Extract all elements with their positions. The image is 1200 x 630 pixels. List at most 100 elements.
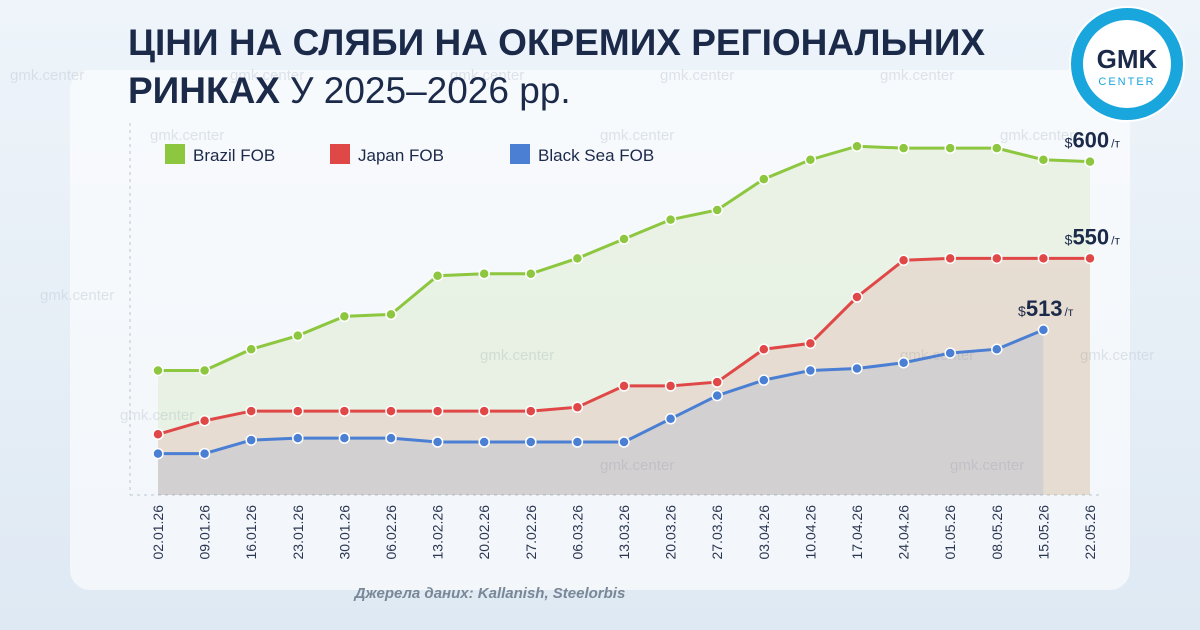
watermark: gmk.center [1080,347,1154,364]
legend-label: Brazil FOB [193,146,275,165]
title-line2: РИНКАХ У 2025–2026 рр. [128,70,571,111]
point [944,347,956,359]
point [525,436,537,448]
point [478,405,490,417]
x-tick-label: 01.05.26 [942,505,958,560]
point [525,268,537,280]
point [431,405,444,417]
title-line1: ЦІНИ НА СЛЯБИ НА ОКРЕМИХ РЕГІОНАЛЬНИХ [128,22,985,63]
x-tick-label: 17.04.26 [849,505,865,560]
point [618,380,630,392]
x-tick-label: 27.02.26 [523,505,539,560]
point [618,233,630,245]
x-tick-label: 20.03.26 [663,505,679,560]
x-tick-label: 23.01.26 [290,505,306,560]
legend-label: Black Sea FOB [538,146,654,165]
point [152,428,164,441]
point [571,401,584,413]
watermark: gmk.center [120,407,194,424]
x-tick-label: 30.01.26 [336,505,352,560]
logo-ring [1071,8,1183,120]
watermark: gmk.center [1000,127,1074,144]
end-label-currency: $ [1018,303,1026,319]
point [431,436,444,448]
point [897,142,910,154]
point [245,434,257,446]
point [758,374,770,386]
watermark: gmk.center [950,457,1024,474]
point [385,432,397,444]
end-label-currency: $ [1065,135,1073,151]
point [758,173,770,185]
watermark: gmk.center [880,67,954,84]
watermark: gmk.center [40,287,114,304]
x-tick-label: 24.04.26 [896,505,912,560]
point [804,337,817,350]
watermark: gmk.center [480,347,554,364]
end-label-value: 600 [1072,128,1109,153]
x-tick-label: 22.05.26 [1082,505,1098,560]
x-tick-label: 09.01.26 [197,505,213,560]
point [991,252,1003,265]
point [525,405,537,417]
point [1084,155,1096,168]
end-label-value: 513 [1026,296,1063,321]
x-tick-label: 06.02.26 [383,505,399,560]
point [571,436,584,448]
end-label: $513/т [1018,296,1074,321]
point [944,142,956,154]
point [1037,252,1050,265]
point [245,405,257,417]
legend-swatch [330,144,350,164]
point [851,362,863,375]
point [292,432,304,444]
point [804,153,817,166]
logo-main: GMK [1097,44,1158,74]
legend-swatch [165,144,185,164]
point [991,142,1003,154]
logo-bg [1069,6,1185,122]
point [664,213,677,226]
x-tick-label: 03.04.26 [756,505,772,560]
point [478,268,490,280]
title-bold: РИНКАХ [128,70,280,111]
point [711,389,723,402]
point [664,380,677,392]
point [851,291,863,303]
point [338,405,351,417]
x-tick-label: 16.01.26 [243,505,259,560]
watermark: gmk.center [150,127,224,144]
point [385,405,397,417]
x-tick-label: 15.05.26 [1035,505,1051,560]
point [618,436,630,448]
point [198,414,211,427]
x-tick-label: 27.03.26 [709,505,725,560]
point [431,269,444,282]
x-tick-label: 02.01.26 [150,505,166,560]
legend-label: Japan FOB [358,146,444,165]
point [711,204,723,216]
watermark: gmk.center [450,67,524,84]
point [991,343,1003,355]
point [198,447,211,460]
point [1084,252,1096,265]
point [478,436,490,448]
x-tick-label: 08.05.26 [989,505,1005,560]
point [385,308,397,321]
watermark: gmk.center [230,67,304,84]
point [1037,324,1050,336]
watermarks: gmk.center gmk.center gmk.center gmk.center… [10,67,1154,474]
line [158,328,1044,456]
title-rest: У 2025–2026 рр. [290,70,571,111]
x-tick-label: 13.02.26 [430,505,446,560]
point [198,364,211,377]
point [152,364,164,377]
watermark: gmk.center [660,67,734,84]
source: Джерела даних: Kallanish, Steelorbis [353,585,626,602]
end-label: $600/т [1065,128,1121,153]
watermark: gmk.center [600,127,674,144]
end-label-unit: /т [1111,233,1120,247]
watermark: gmk.center [600,457,674,474]
point [571,252,584,265]
point [897,254,910,267]
